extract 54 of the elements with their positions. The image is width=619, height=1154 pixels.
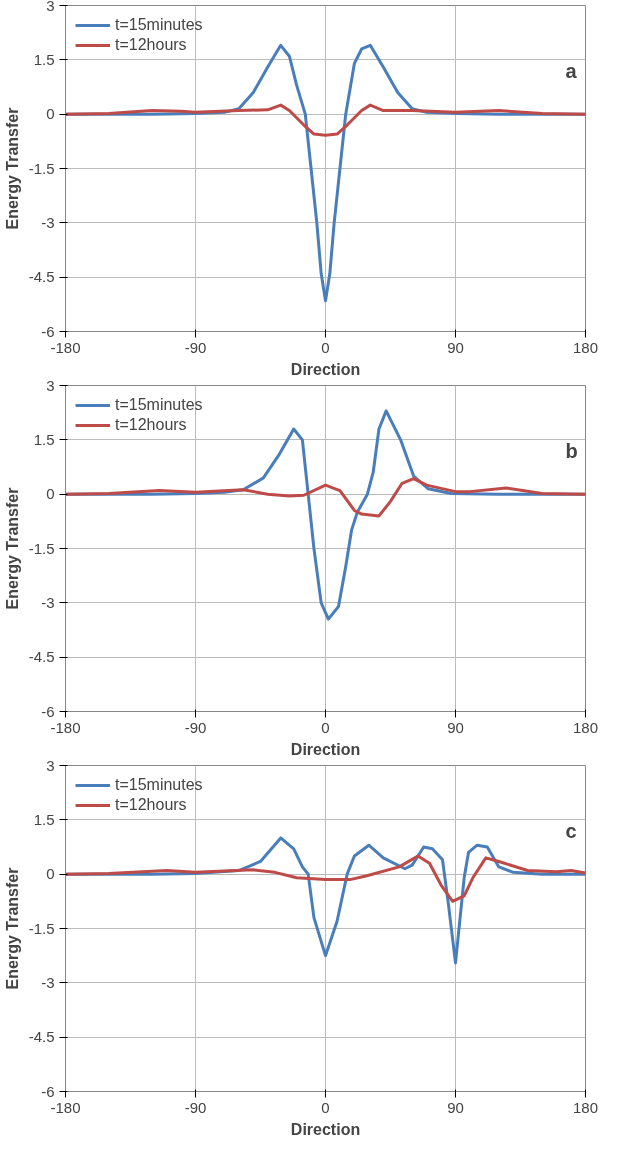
- x-tick-label: 90: [447, 718, 464, 736]
- x-tick-label: 180: [572, 718, 599, 736]
- y-tick-label: -3: [41, 213, 55, 231]
- annotation: b: [565, 439, 578, 462]
- annotation: a: [565, 59, 578, 82]
- legend-label: t=12hours: [115, 416, 187, 434]
- legend-label: t=12hours: [115, 796, 187, 814]
- x-axis-title: Direction: [290, 740, 361, 758]
- x-axis-title: Direction: [290, 1120, 361, 1138]
- y-tick-label: 1.5: [33, 50, 55, 68]
- legend-label: t=12hours: [115, 36, 187, 54]
- y-tick-label: -1.5: [28, 159, 55, 177]
- x-tick-label: 180: [572, 1098, 599, 1116]
- x-tick-label: -180: [50, 718, 81, 736]
- line-series: [65, 477, 586, 518]
- y-tick-label: 3: [46, 376, 55, 394]
- y-tick-label: 0: [46, 485, 55, 503]
- x-axis-title: Direction: [290, 360, 361, 378]
- y-tick-label: -3: [41, 593, 55, 611]
- x-tick-label: -180: [50, 1098, 81, 1116]
- x-tick-label: 0: [321, 718, 330, 736]
- x-tick-label: 0: [321, 338, 330, 356]
- line-series: [65, 854, 586, 903]
- x-tick-label: 90: [447, 1098, 464, 1116]
- x-tick-label: 0: [321, 1098, 330, 1116]
- y-tick-label: 1.5: [33, 430, 55, 448]
- annotation: c: [565, 819, 577, 842]
- y-tick-label: 3: [46, 756, 55, 774]
- x-tick-label: -90: [184, 1098, 207, 1116]
- y-tick-label: -4.5: [28, 648, 55, 666]
- line-series: [65, 103, 586, 137]
- y-tick-label: -1.5: [28, 539, 55, 557]
- y-tick-label: -4.5: [28, 268, 55, 286]
- y-tick-label: -6: [41, 702, 55, 720]
- y-axis-title: Energy Transfer: [3, 867, 21, 990]
- y-tick-label: -6: [41, 1082, 55, 1100]
- y-tick-label: -1.5: [28, 919, 55, 937]
- y-tick-label: -3: [41, 973, 55, 991]
- legend-label: t=15minutes: [115, 16, 203, 34]
- legend-label: t=15minutes: [115, 776, 203, 794]
- y-tick-label: -4.5: [28, 1028, 55, 1046]
- x-tick-label: -90: [184, 718, 207, 736]
- y-axis-title: Energy Transfer: [3, 107, 21, 230]
- y-tick-label: 3: [46, 0, 55, 14]
- x-tick-label: 180: [572, 338, 599, 356]
- legend-label: t=15minutes: [115, 396, 203, 414]
- x-tick-label: -90: [184, 338, 207, 356]
- x-tick-label: 90: [447, 338, 464, 356]
- y-tick-label: 0: [46, 105, 55, 123]
- y-axis-title: Energy Transfer: [3, 487, 21, 610]
- y-tick-label: 1.5: [33, 810, 55, 828]
- y-tick-label: 0: [46, 865, 55, 883]
- y-tick-label: -6: [41, 322, 55, 340]
- x-tick-label: -180: [50, 338, 81, 356]
